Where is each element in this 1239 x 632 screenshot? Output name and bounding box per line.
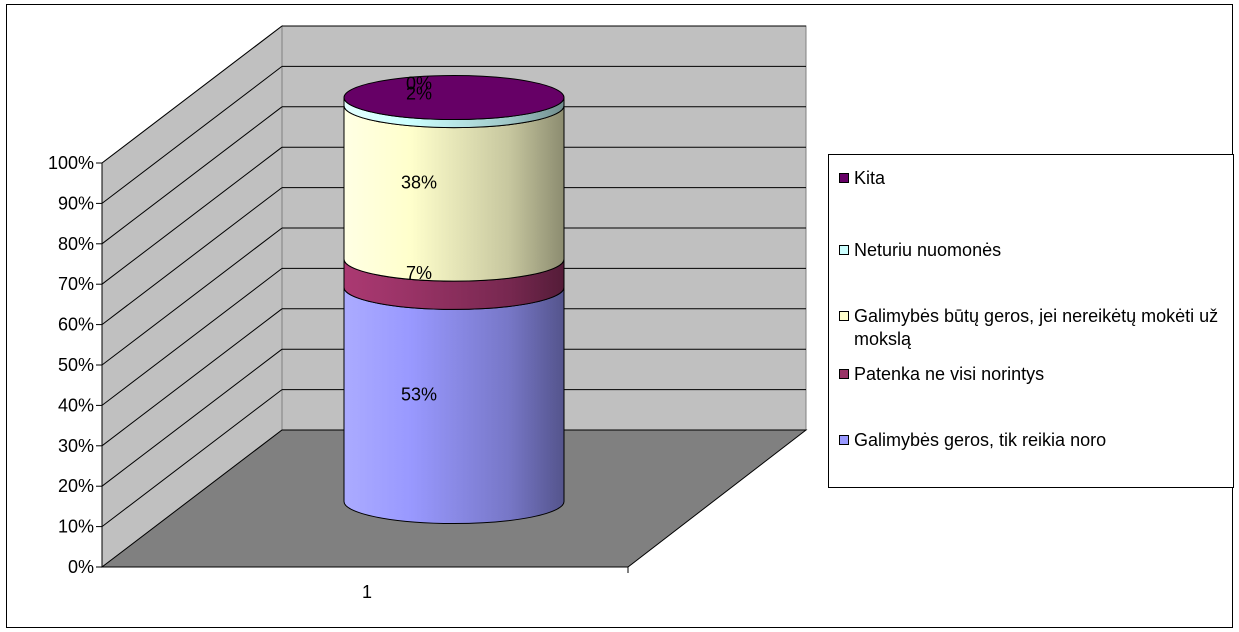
legend-item: Neturiu nuomonės — [839, 239, 1227, 262]
legend-swatch — [839, 369, 849, 379]
gridline — [101, 308, 283, 447]
gridline — [101, 187, 283, 325]
legend-item: Kita — [839, 167, 1227, 190]
gridline — [101, 389, 283, 527]
cylinder-segment — [343, 287, 565, 524]
y-tick-label: 90% — [58, 193, 94, 213]
data-label: 38% — [401, 172, 437, 192]
y-tick-label: 70% — [58, 274, 94, 294]
cylinder-stack — [343, 75, 565, 524]
y-tick-label: 30% — [58, 436, 94, 456]
cylinder-segment — [343, 105, 565, 282]
y-tick-label: 20% — [58, 476, 94, 496]
data-label: 7% — [406, 263, 432, 283]
y-tick-label: 50% — [58, 355, 94, 375]
y-tick-label: 60% — [58, 315, 94, 335]
y-tick-label: 10% — [58, 517, 94, 537]
data-labels: 53% 7% 38% 2%0% — [401, 74, 437, 405]
gridline — [101, 268, 283, 406]
legend-swatch — [839, 245, 849, 255]
y-tick-label: 100% — [48, 153, 94, 173]
gridline — [101, 25, 283, 164]
legend-swatch — [839, 311, 849, 321]
data-label: 2% — [406, 84, 432, 104]
x-tick-label: 1 — [362, 582, 372, 602]
legend-label: Galimybės geros, tik reikia noro — [854, 430, 1107, 450]
data-label: 53% — [401, 384, 437, 404]
value-axis: 0% 10% 20% 30% 40% 50% 60% 70% 80% 90% 100% 1 — [48, 153, 629, 602]
legend-item: Patenka ne visi norintys — [839, 363, 1227, 386]
y-tick-label: 0% — [68, 557, 94, 577]
gridline — [101, 146, 283, 285]
y-tick-label: 80% — [58, 234, 94, 254]
legend-item: Galimybės būtų geros, jei nereikėtų mokė… — [839, 305, 1227, 351]
legend-label: Galimybės būtų geros, jei nereikėtų mokė… — [854, 306, 1219, 349]
gridline — [101, 227, 283, 366]
cylinder-top-cap — [343, 75, 565, 120]
legend: Kita Neturiu nuomonės Galimybės būtų geros… — [828, 154, 1234, 488]
gridline — [101, 106, 283, 245]
legend-item: Galimybės geros, tik reikia noro — [839, 429, 1227, 452]
legend-label: Neturiu nuomonės — [854, 240, 1002, 260]
legend-label: Patenka ne visi norintys — [854, 364, 1045, 384]
gridline — [101, 348, 283, 487]
gridline — [101, 66, 283, 204]
legend-label: Kita — [854, 168, 886, 188]
legend-swatch — [839, 173, 849, 183]
y-tick-label: 40% — [58, 395, 94, 415]
data-label: 0% — [406, 74, 432, 94]
legend-swatch — [839, 435, 849, 445]
